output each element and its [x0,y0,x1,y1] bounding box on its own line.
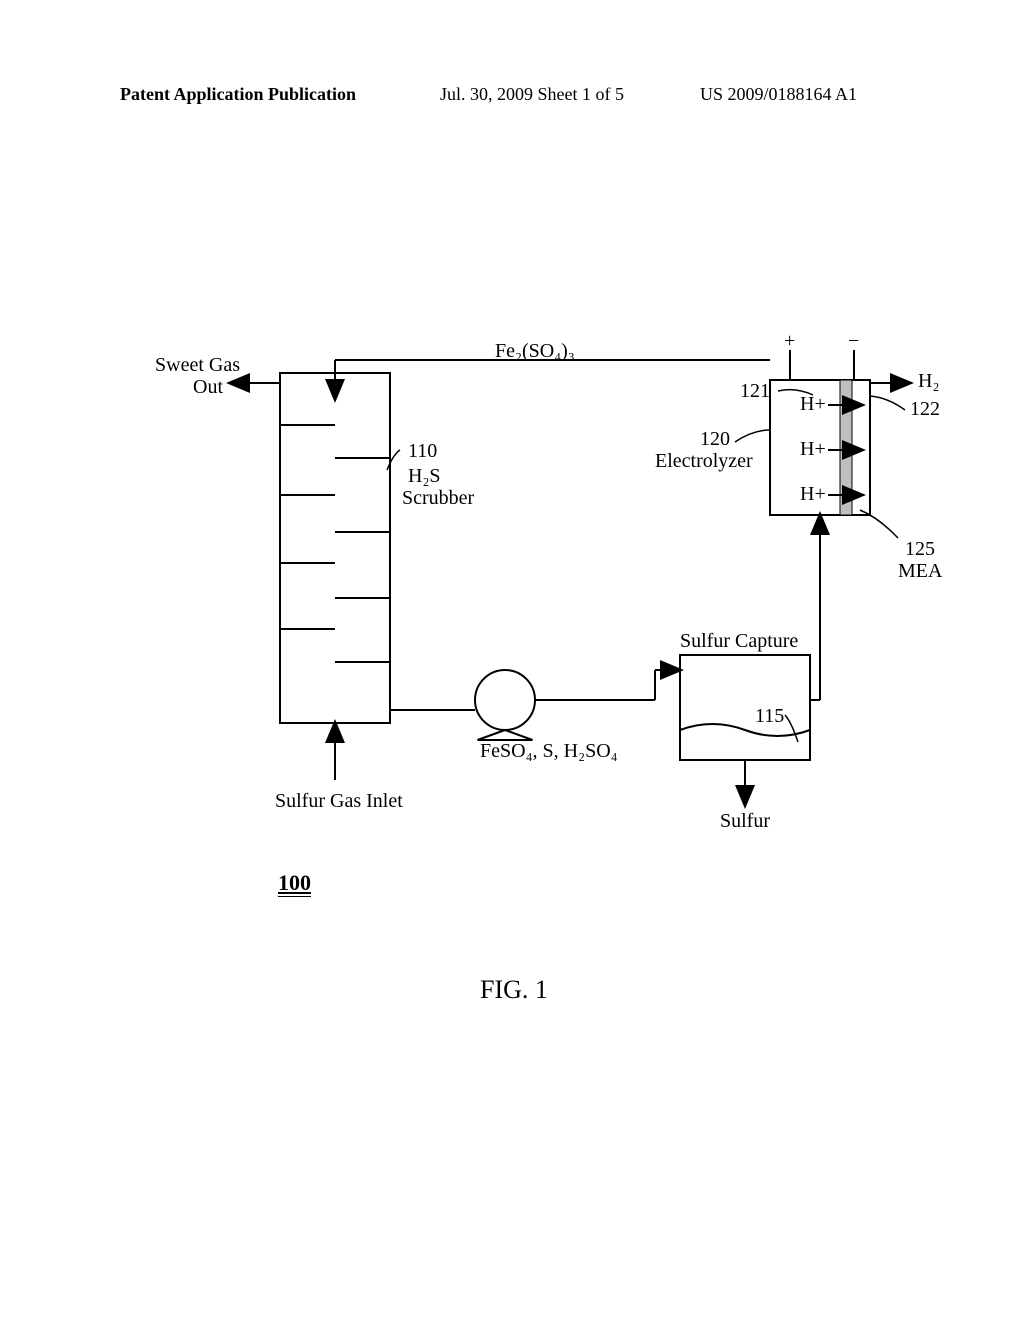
feso4-label: FeSO₄, S, H₂SO₄ [480,740,618,763]
minus-label: − [848,330,859,353]
mea-label: MEA [898,560,942,583]
fe2so43-label: Fe₂(SO₄)₃ [495,340,575,363]
sweet-gas-out-label: Sweet Gas [155,354,240,377]
sulfur-capture-label: Sulfur Capture [680,630,798,653]
plus-label: + [784,330,795,353]
ref-122: 122 [910,398,940,421]
h2-label: H₂ [918,370,939,393]
sulfur-gas-inlet-label: Sulfur Gas Inlet [275,790,403,813]
sulfur-out-label: Sulfur [720,810,770,833]
ref-110: 110 [408,440,437,463]
ref-121: 121 [740,380,770,403]
ref-125: 125 [905,538,935,561]
hplus-3: H+ [800,483,826,506]
hplus-1: H+ [800,393,826,416]
sweet-gas-out-label-2: Out [193,376,223,399]
electrolyzer-label: Electrolyzer [655,450,753,473]
figure-caption: FIG. 1 [480,975,548,1005]
ref-120: 120 [700,428,730,451]
h2s-label: H₂S [408,465,441,488]
hplus-2: H+ [800,438,826,461]
figure-number: 100 [278,870,311,897]
scrubber-label: Scrubber [402,487,474,510]
process-diagram [0,0,1024,1320]
ref-115: 115 [755,705,784,728]
